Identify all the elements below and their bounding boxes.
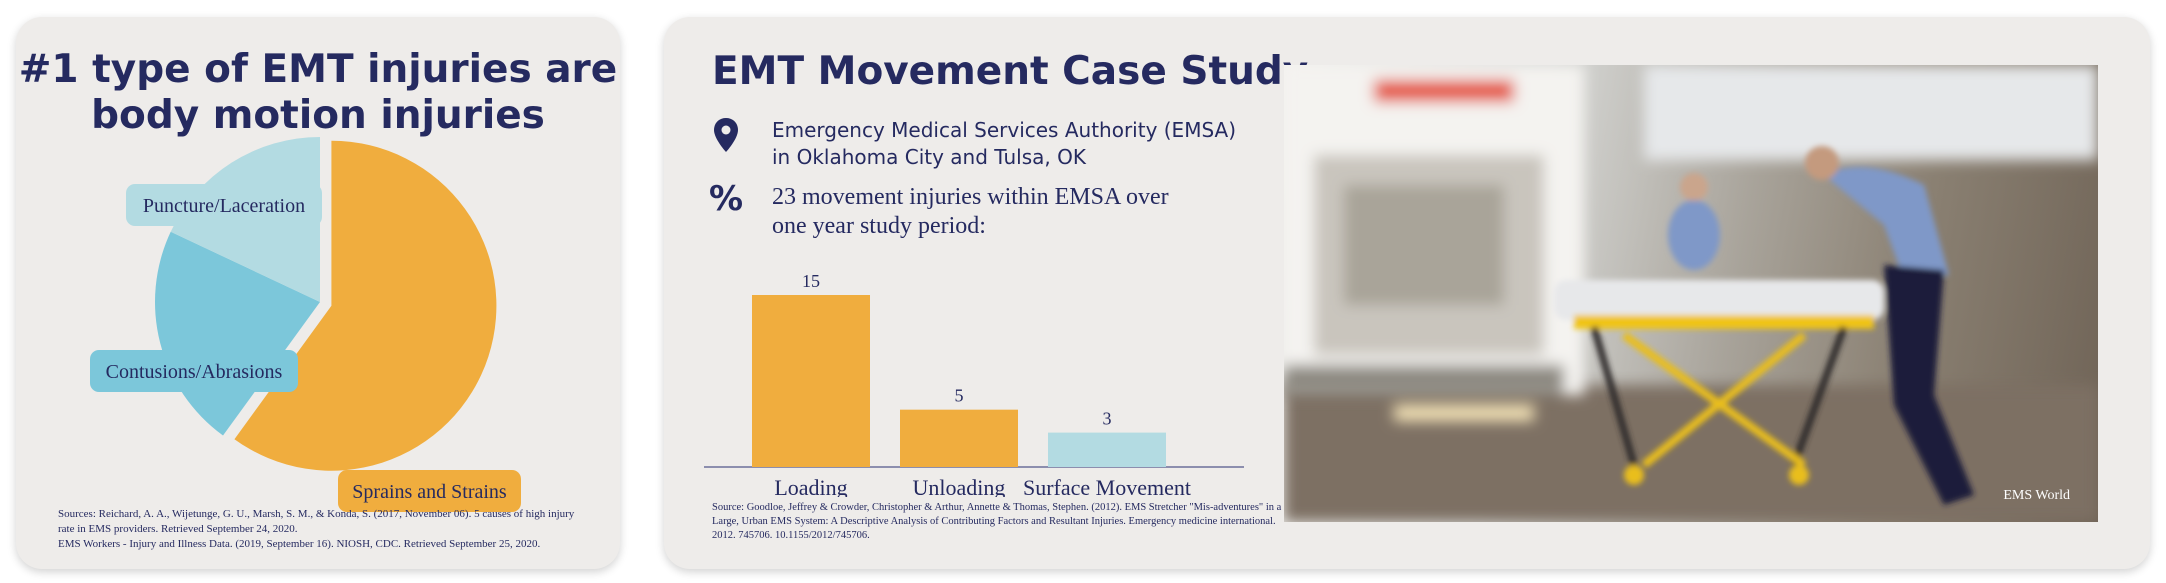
location-row: Emergency Medical Services Authority (EM… (708, 117, 1236, 171)
pie-label-box (338, 470, 521, 512)
ambulance-illustration (1284, 65, 2098, 522)
location-text: Emergency Medical Services Authority (EM… (772, 118, 1237, 169)
pie-chart-title: #1 type of EMT injuries are body motion … (18, 47, 618, 138)
bar-category-label: Unloading (913, 475, 1006, 497)
bar-value-label: 5 (955, 386, 964, 406)
injury-count-row: % 23 movement injuries within EMSA over … (708, 179, 1169, 241)
pie-sources: Sources: Reichard, A. A., Wijetunge, G. … (58, 507, 588, 552)
pie-source-line: EMS Workers - Injury and Illness Data. (… (58, 538, 541, 550)
pie-chart: Sprains and Strains Contusions/Abrasions P… (90, 137, 521, 512)
case-study-title: EMT Movement Case Study (712, 49, 1309, 94)
bar-sources: Source: Goodloe, Jeffrey & Crowder, Chri… (712, 502, 1282, 541)
pie-slice-label: Sprains and Strains (352, 481, 507, 503)
pie-label-box (90, 350, 298, 392)
bar-category-label: Loading (774, 475, 847, 497)
bar (900, 409, 1018, 467)
map-pin-icon (708, 117, 744, 153)
pie-label-box (126, 184, 322, 226)
bar-value-label: 15 (802, 271, 820, 291)
pie-slice (234, 140, 497, 471)
bar-category-label: Surface Movement (1023, 475, 1191, 497)
ambulance-photo: EMS World (1284, 65, 2098, 522)
bar-chart: 15 Loading 5 Unloading 3 Surface Movement (704, 271, 1244, 497)
bar (1048, 432, 1166, 467)
pie-source-line: Sources: Reichard, A. A., Wijetunge, G. … (58, 508, 575, 535)
photo-credit: EMS World (2003, 488, 2070, 503)
bar (752, 295, 870, 467)
pie-slice-label: Contusions/Abrasions (106, 361, 283, 383)
case-study-card: EMT Movement Case Study Emergency Medica… (664, 17, 2150, 569)
percent-icon: % (708, 179, 744, 219)
injury-count-text: 23 movement injuries within EMSA over on… (772, 184, 1169, 239)
pie-slice-label: Puncture/Laceration (143, 195, 305, 217)
bar-value-label: 3 (1103, 409, 1112, 429)
pie-chart-card: #1 type of EMT injuries are body motion … (16, 17, 620, 569)
